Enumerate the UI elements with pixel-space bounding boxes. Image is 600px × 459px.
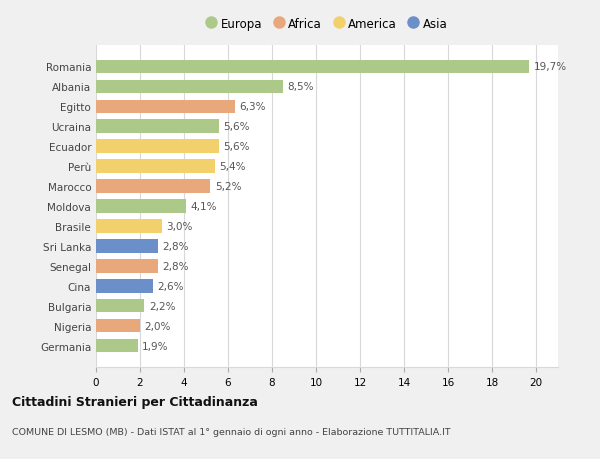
- Text: 8,5%: 8,5%: [287, 82, 314, 92]
- Text: 4,1%: 4,1%: [191, 202, 217, 212]
- Text: 5,6%: 5,6%: [224, 142, 250, 152]
- Bar: [96, 259, 158, 273]
- Bar: [96, 160, 215, 174]
- Text: Cittadini Stranieri per Cittadinanza: Cittadini Stranieri per Cittadinanza: [12, 395, 258, 408]
- Text: 3,0%: 3,0%: [166, 221, 193, 231]
- Bar: [96, 180, 211, 193]
- Text: 6,3%: 6,3%: [239, 102, 265, 112]
- Bar: [96, 200, 186, 213]
- Bar: [96, 319, 140, 333]
- Text: 2,8%: 2,8%: [162, 261, 188, 271]
- Bar: [96, 339, 138, 353]
- Bar: [96, 101, 235, 114]
- Bar: [96, 80, 283, 94]
- Text: 2,2%: 2,2%: [149, 301, 175, 311]
- Bar: [96, 220, 162, 233]
- Text: 19,7%: 19,7%: [534, 62, 567, 72]
- Text: 5,4%: 5,4%: [219, 162, 246, 172]
- Text: 5,2%: 5,2%: [215, 182, 241, 192]
- Bar: [96, 240, 158, 253]
- Text: 2,0%: 2,0%: [145, 321, 171, 331]
- Bar: [96, 120, 219, 134]
- Text: 1,9%: 1,9%: [142, 341, 169, 351]
- Text: COMUNE DI LESMO (MB) - Dati ISTAT al 1° gennaio di ogni anno - Elaborazione TUTT: COMUNE DI LESMO (MB) - Dati ISTAT al 1° …: [12, 427, 451, 436]
- Legend: Europa, Africa, America, Asia: Europa, Africa, America, Asia: [202, 13, 452, 36]
- Bar: [96, 140, 219, 154]
- Bar: [96, 61, 529, 74]
- Text: 2,8%: 2,8%: [162, 241, 188, 252]
- Text: 2,6%: 2,6%: [158, 281, 184, 291]
- Bar: [96, 280, 153, 293]
- Bar: [96, 299, 145, 313]
- Text: 5,6%: 5,6%: [224, 122, 250, 132]
